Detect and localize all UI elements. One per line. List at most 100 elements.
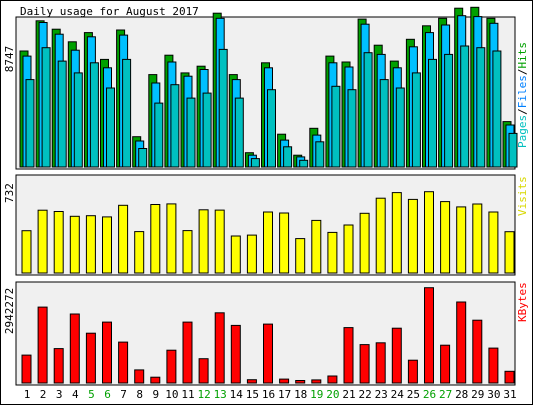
bar-pages-13 (218, 48, 228, 168)
bar-kbytes-13 (214, 312, 225, 384)
panel-kbytes-ymax-label: 2942272 (3, 288, 16, 334)
bar-pages-22 (363, 52, 373, 168)
bar-kbytes-3 (53, 348, 64, 384)
bar-pages-10 (170, 84, 180, 168)
bar-visits-11 (182, 230, 193, 274)
bar-pages-20 (331, 85, 341, 168)
x-tick-label-25: 25 (407, 388, 420, 401)
bar-pages-23 (379, 79, 389, 168)
bar-visits-9 (150, 204, 161, 274)
legend-files: Files (516, 75, 529, 108)
bar-visits-2 (37, 209, 48, 274)
legend-hits: Hits (516, 42, 529, 69)
bar-pages-18 (299, 159, 309, 168)
bar-kbytes-16 (263, 323, 273, 384)
legend-separator-1: / (516, 108, 529, 115)
bar-visits-20 (327, 231, 338, 274)
bar-kbytes-27 (440, 344, 451, 384)
x-tick-label-18: 18 (294, 388, 307, 401)
bar-pages-11 (186, 97, 196, 168)
bar-kbytes-7 (118, 341, 129, 384)
x-tick-label-20: 20 (326, 388, 339, 401)
bar-visits-24 (391, 192, 402, 274)
bar-visits-22 (359, 212, 370, 274)
bar-kbytes-25 (407, 359, 418, 384)
bar-pages-5 (89, 62, 99, 168)
legend-kbytes: KBytes (516, 282, 529, 322)
panel-visits-ymax-label: 732 (3, 183, 16, 203)
bar-pages-24 (395, 87, 405, 168)
bar-pages-7 (122, 58, 132, 168)
bar-kbytes-19 (311, 379, 322, 384)
x-tick-label-4: 4 (72, 388, 79, 401)
bar-visits-14 (230, 235, 241, 274)
x-tick-label-13: 13 (214, 388, 227, 401)
bar-kbytes-29 (472, 319, 483, 384)
bar-pages-31 (508, 132, 518, 168)
bar-visits-1 (21, 230, 32, 274)
x-tick-label-27: 27 (439, 388, 452, 401)
bar-visits-13 (214, 209, 225, 274)
bar-kbytes-24 (391, 327, 402, 384)
bar-pages-2 (41, 47, 51, 168)
x-tick-label-29: 29 (471, 388, 484, 401)
bar-pages-4 (73, 72, 83, 168)
bar-visits-6 (102, 216, 112, 274)
bar-pages-21 (347, 89, 357, 168)
bar-kbytes-9 (150, 376, 161, 384)
bar-pages-25 (411, 72, 421, 168)
x-tick-label-5: 5 (88, 388, 95, 401)
bar-pages-28 (460, 45, 470, 168)
bar-kbytes-31 (504, 370, 515, 384)
bar-visits-29 (472, 203, 483, 274)
bar-kbytes-23 (375, 342, 386, 384)
bar-visits-18 (295, 238, 306, 274)
bar-pages-16 (267, 89, 276, 168)
x-tick-label-6: 6 (104, 388, 111, 401)
bar-kbytes-12 (198, 358, 209, 384)
bar-visits-27 (440, 201, 451, 274)
x-tick-label-12: 12 (197, 388, 210, 401)
x-tick-label-1: 1 (24, 388, 31, 401)
bar-pages-30 (492, 50, 502, 168)
bar-kbytes-28 (456, 301, 467, 384)
bar-kbytes-5 (85, 332, 96, 384)
bar-kbytes-18 (295, 380, 306, 384)
bar-kbytes-1 (21, 354, 32, 384)
x-tick-label-16: 16 (262, 388, 275, 401)
bar-visits-21 (343, 224, 354, 274)
x-tick-label-15: 15 (246, 388, 259, 401)
bar-visits-10 (166, 203, 177, 274)
bar-kbytes-10 (166, 349, 177, 384)
bar-kbytes-11 (182, 321, 193, 384)
bar-pages-27 (444, 53, 454, 168)
x-tick-label-22: 22 (358, 388, 371, 401)
bar-pages-3 (57, 60, 67, 168)
x-tick-label-28: 28 (455, 388, 468, 401)
x-tick-label-21: 21 (342, 388, 355, 401)
bar-pages-17 (283, 146, 293, 168)
bar-kbytes-21 (343, 327, 354, 384)
bar-pages-9 (154, 102, 164, 168)
x-tick-label-7: 7 (120, 388, 127, 401)
bar-kbytes-20 (327, 375, 338, 384)
bar-pages-12 (202, 92, 212, 168)
bar-kbytes-22 (359, 344, 370, 384)
svg-text:Pages/Files/Hits: Pages/Files/Hits (516, 42, 529, 148)
bar-kbytes-2 (37, 306, 48, 384)
bar-visits-16 (263, 211, 273, 274)
legend-visits: Visits (516, 176, 529, 216)
bar-visits-4 (69, 215, 80, 274)
x-tick-label-26: 26 (423, 388, 436, 401)
bar-pages-6 (106, 87, 115, 168)
x-tick-label-19: 19 (310, 388, 323, 401)
bar-visits-8 (134, 231, 145, 274)
x-tick-label-30: 30 (487, 388, 500, 401)
legend-separator-2: / (516, 69, 529, 76)
x-axis-labels: 1 2 3 4 5 6 7 8 9 10 11 12 13 14 15 16 17 18 19 20 21 22 23 24 2… (24, 388, 517, 401)
bar-visits-28 (456, 206, 467, 274)
x-tick-label-14: 14 (230, 388, 244, 401)
bar-visits-5 (85, 215, 96, 274)
